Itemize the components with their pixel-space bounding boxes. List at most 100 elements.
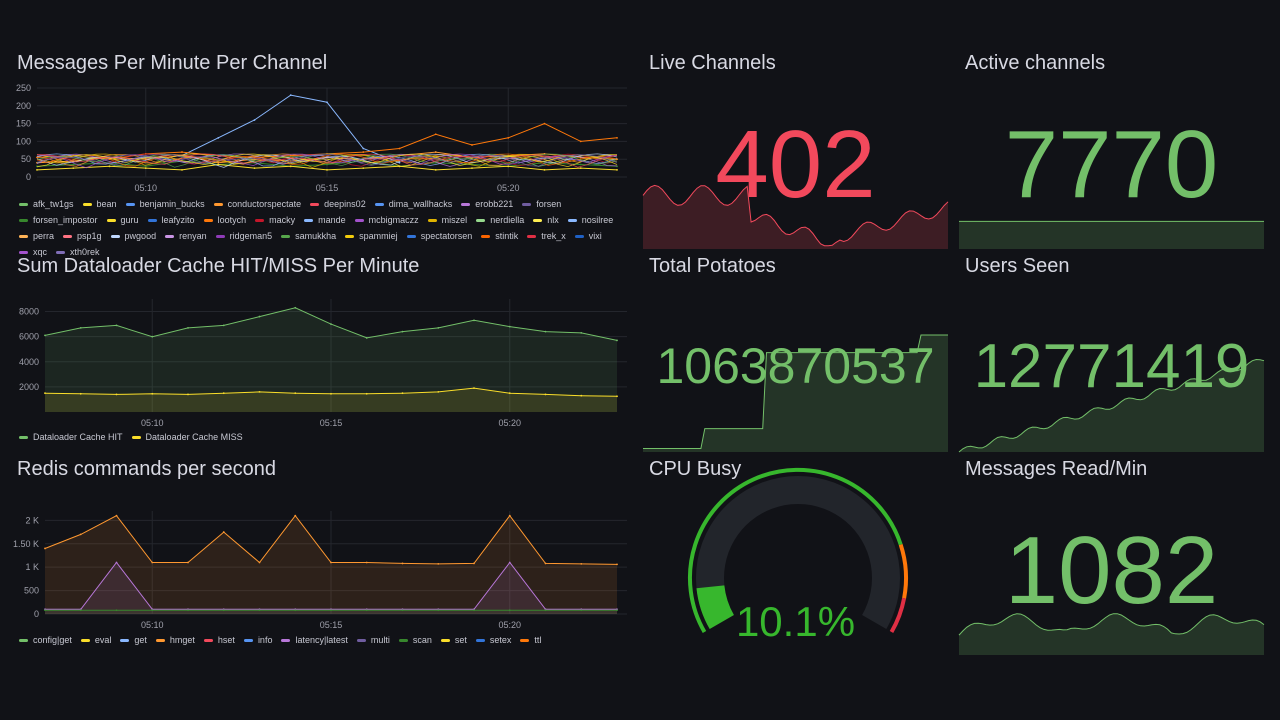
data-point bbox=[579, 163, 582, 166]
data-point bbox=[108, 165, 111, 168]
sparkline-line bbox=[958, 613, 1265, 636]
y-tick-label: 2 K bbox=[25, 515, 39, 525]
legend-item[interactable]: stintik bbox=[481, 228, 518, 244]
legend-label: eval bbox=[94, 635, 112, 645]
legend-item[interactable]: Dataloader Cache HIT bbox=[19, 429, 123, 445]
legend-item[interactable]: setex bbox=[475, 632, 512, 648]
legend-label: setex bbox=[489, 635, 512, 645]
legend-label: vixi bbox=[588, 231, 602, 241]
data-point bbox=[401, 562, 404, 565]
legend-item[interactable]: spammiej bbox=[345, 228, 398, 244]
y-tick-label: 0 bbox=[26, 172, 31, 182]
legend-item[interactable]: ttl bbox=[520, 632, 541, 648]
data-point bbox=[362, 167, 365, 169]
legend-swatch bbox=[476, 219, 486, 223]
y-tick-label: 1.50 K bbox=[13, 539, 39, 549]
legend-item[interactable]: renyan bbox=[165, 228, 207, 244]
legend-item[interactable]: info bbox=[243, 632, 272, 648]
legend-item[interactable]: eval bbox=[80, 632, 112, 648]
legend-item[interactable]: mcbigmaczz bbox=[354, 212, 419, 228]
messages-panel: Messages Per Minute Per Channel 250 200 15… bbox=[16, 52, 628, 257]
legend-item[interactable]: Dataloader Cache MISS bbox=[131, 429, 243, 445]
data-point bbox=[151, 561, 154, 564]
legend-item[interactable]: macky bbox=[255, 212, 295, 228]
y-tick-label: 100 bbox=[16, 136, 31, 146]
legend-item[interactable]: multi bbox=[356, 632, 390, 648]
data-point bbox=[365, 337, 368, 339]
legend-item[interactable]: mande bbox=[304, 212, 346, 228]
data-point bbox=[616, 395, 618, 398]
sparkline-line bbox=[958, 358, 1265, 453]
legend-item[interactable]: forsen bbox=[522, 196, 561, 212]
x-tick-label: 05:15 bbox=[316, 183, 339, 193]
panel-title: Active channels bbox=[965, 52, 1106, 74]
legend-label: mcbigmaczz bbox=[368, 215, 419, 225]
legend-item[interactable]: forsen_impostor bbox=[19, 212, 98, 228]
stat-value: 402 bbox=[715, 111, 876, 218]
legend-item[interactable]: benjamin_bucks bbox=[125, 196, 205, 212]
redis-chart[interactable]: 2 K 1.50 K 1 K 500 0 05:10 05:15 05:20 bbox=[13, 488, 628, 638]
data-point bbox=[44, 334, 46, 337]
legend-item[interactable]: conductorspectate bbox=[213, 196, 301, 212]
legend-item[interactable]: nlx bbox=[533, 212, 559, 228]
legend-item[interactable]: trek_x bbox=[527, 228, 566, 244]
series-line bbox=[36, 153, 618, 168]
legend-item[interactable]: perra bbox=[19, 228, 54, 244]
legend-label: trek_x bbox=[541, 231, 566, 241]
legend-item[interactable]: dima_wallhacks bbox=[374, 196, 452, 212]
legend-item[interactable]: set bbox=[440, 632, 467, 648]
messages-chart[interactable]: 250 200 150 100 50 0 05:10 05:15 05:20 bbox=[16, 82, 628, 222]
legend-item[interactable]: config|get bbox=[19, 632, 72, 648]
data-point bbox=[544, 562, 547, 565]
y-tick-label: 500 bbox=[24, 586, 39, 596]
legend-swatch bbox=[243, 639, 253, 643]
data-point bbox=[330, 392, 332, 395]
legend-item[interactable]: xqc bbox=[19, 244, 47, 260]
legend-item[interactable]: lootych bbox=[203, 212, 246, 228]
legend-item[interactable]: get bbox=[120, 632, 147, 648]
legend-item[interactable]: bean bbox=[82, 196, 117, 212]
legend-item[interactable]: guru bbox=[106, 212, 139, 228]
data-point bbox=[365, 561, 368, 564]
y-tick-label: 2000 bbox=[19, 382, 39, 392]
legend-item[interactable]: miszel bbox=[427, 212, 467, 228]
legend-swatch bbox=[481, 235, 491, 239]
dataloader-chart[interactable]: 8000 6000 4000 2000 05:10 05:15 05:20 bbox=[17, 285, 628, 435]
legend-item[interactable]: nerdiella bbox=[476, 212, 524, 228]
legend-item[interactable]: ridgeman5 bbox=[215, 228, 272, 244]
legend-item[interactable]: hmget bbox=[155, 632, 195, 648]
legend-item[interactable]: spectatorsen bbox=[406, 228, 472, 244]
legend-item[interactable]: afk_tw1gs bbox=[19, 196, 74, 212]
legend-item[interactable]: nosilree bbox=[567, 212, 613, 228]
legend-item[interactable]: xth0rek bbox=[56, 244, 100, 260]
legend-label: config|get bbox=[33, 635, 72, 645]
legend-label: perra bbox=[33, 231, 55, 241]
data-point bbox=[401, 330, 404, 333]
x-tick-label: 05:20 bbox=[498, 418, 521, 428]
legend-swatch bbox=[354, 219, 364, 223]
legend-label: guru bbox=[120, 215, 139, 225]
legend-item[interactable]: psp1g bbox=[63, 228, 102, 244]
legend-label: stintik bbox=[495, 231, 519, 241]
legend-swatch bbox=[203, 639, 213, 643]
data-point bbox=[294, 392, 297, 395]
data-point bbox=[289, 165, 292, 168]
legend-item[interactable]: hset bbox=[203, 632, 235, 648]
legend-label: nlx bbox=[547, 215, 559, 225]
data-point bbox=[217, 163, 220, 166]
legend-item[interactable]: erobb221 bbox=[461, 196, 513, 212]
legend-item[interactable]: scan bbox=[398, 632, 432, 648]
data-point bbox=[144, 167, 147, 169]
legend-swatch bbox=[165, 235, 175, 239]
legend-swatch bbox=[533, 219, 543, 223]
legend-item[interactable]: vixi bbox=[574, 228, 602, 244]
x-tick-label: 05:20 bbox=[498, 620, 521, 630]
legend-item[interactable]: pwgood bbox=[110, 228, 156, 244]
legend-item[interactable]: deepins02 bbox=[310, 196, 366, 212]
legend-item[interactable]: samukkha bbox=[281, 228, 336, 244]
legend-swatch bbox=[19, 251, 28, 255]
legend-item[interactable]: latency|latest bbox=[281, 632, 348, 648]
legend-swatch bbox=[82, 203, 92, 207]
legend-item[interactable]: leafyzito bbox=[147, 212, 195, 228]
gauge-threshold bbox=[889, 597, 907, 634]
